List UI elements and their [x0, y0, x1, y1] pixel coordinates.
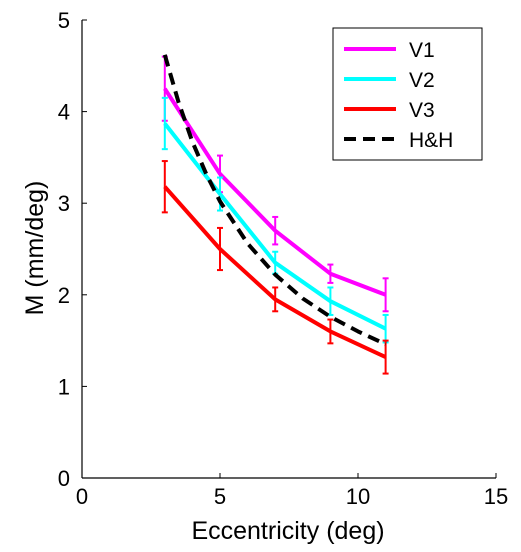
- y-tick-label: 4: [58, 100, 70, 125]
- legend-label: H&H: [409, 129, 453, 152]
- series-lines: [161, 54, 389, 375]
- y-tick-label: 1: [58, 374, 70, 399]
- x-tick-label: 10: [346, 484, 370, 509]
- legend-item: V1: [344, 39, 435, 62]
- axes: [81, 20, 496, 479]
- x-tick-label: 0: [76, 484, 88, 509]
- legend-label: V3: [409, 99, 435, 122]
- legend-item: V2: [344, 69, 435, 92]
- legend-label: V1: [409, 39, 435, 62]
- legend-label: V2: [409, 69, 435, 92]
- x-tick-label: 15: [484, 484, 508, 509]
- x-tick-label: 5: [214, 484, 226, 509]
- x-axis-label: Eccentricity (deg): [191, 517, 384, 545]
- legend: V1 V2 V3 H&H: [332, 27, 483, 161]
- series-v3: [161, 160, 389, 375]
- y-tick-label: 5: [58, 8, 70, 33]
- y-tick-label: 2: [58, 283, 70, 308]
- legend-item: H&H: [344, 129, 453, 152]
- legend-box: [332, 27, 483, 161]
- y-tick-label: 3: [58, 191, 70, 216]
- series-line: [162, 54, 387, 347]
- series-h-h: [162, 54, 387, 347]
- legend-item: V3: [344, 99, 435, 122]
- tick-labels: 0 5 10 15 0 1 2 3 4 5: [58, 8, 508, 509]
- series-v2: [161, 96, 389, 344]
- y-axis-label: M (mm/deg): [21, 181, 49, 316]
- y-tick-label: 0: [58, 466, 70, 491]
- series-v1: [161, 55, 389, 313]
